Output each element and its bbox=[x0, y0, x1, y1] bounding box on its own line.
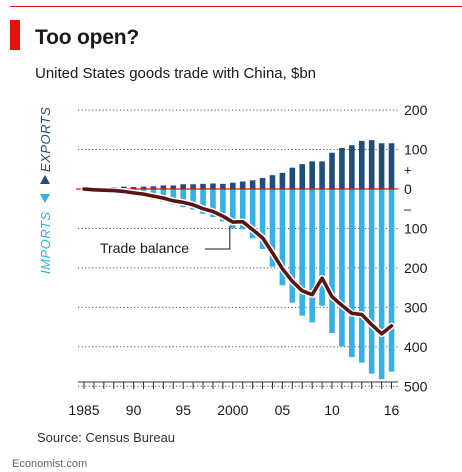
export-bar bbox=[299, 164, 306, 189]
import-bar bbox=[368, 189, 375, 374]
export-bar bbox=[160, 185, 167, 189]
y-tick-label: 200 bbox=[404, 102, 428, 118]
export-bar bbox=[170, 185, 177, 189]
red-tag bbox=[10, 20, 20, 50]
import-bar bbox=[279, 189, 286, 286]
import-bar bbox=[230, 189, 236, 229]
chart-title: Too open? bbox=[35, 26, 139, 49]
balance-label: Trade balance bbox=[100, 240, 189, 256]
export-bar bbox=[259, 177, 266, 189]
x-tick-label: 95 bbox=[175, 402, 191, 418]
export-bar bbox=[180, 184, 186, 189]
export-bar bbox=[378, 143, 385, 189]
x-tick-label: 10 bbox=[324, 402, 340, 418]
export-bar bbox=[239, 181, 246, 189]
bars bbox=[81, 140, 395, 380]
balance-line-halo bbox=[80, 185, 395, 338]
export-bar bbox=[140, 186, 147, 189]
export-bar bbox=[368, 140, 375, 189]
export-bar bbox=[339, 147, 345, 189]
y-tick-label: 0 bbox=[404, 181, 412, 197]
y-tick-label: 400 bbox=[404, 339, 428, 355]
import-bar bbox=[388, 189, 395, 372]
plus-sign: + bbox=[404, 162, 412, 177]
chart-subtitle: United States goods trade with China, $b… bbox=[35, 65, 317, 82]
minus-sign: – bbox=[404, 202, 412, 217]
x-tick-label: 90 bbox=[126, 402, 142, 418]
import-bar bbox=[269, 189, 276, 267]
y-tick-label: 100 bbox=[404, 142, 428, 158]
imports-label: IMPORTS bbox=[38, 212, 53, 275]
import-bar bbox=[220, 189, 226, 222]
balance-leader bbox=[205, 226, 231, 250]
export-bar bbox=[249, 180, 256, 189]
exports-label: EXPORTS bbox=[38, 107, 53, 172]
y-tick-label: 500 bbox=[404, 378, 428, 394]
x-tick-label: 1985 bbox=[68, 402, 99, 418]
export-bar bbox=[269, 175, 276, 189]
brand: Economist.com bbox=[12, 458, 88, 470]
import-bar bbox=[249, 189, 256, 239]
import-bar bbox=[309, 189, 315, 323]
y-tick-label: 100 bbox=[404, 220, 428, 236]
import-bar bbox=[289, 189, 296, 303]
export-bar bbox=[329, 152, 335, 189]
export-bar bbox=[130, 187, 137, 189]
import-bar bbox=[170, 189, 177, 205]
import-bar bbox=[200, 189, 206, 214]
import-bar bbox=[319, 189, 325, 306]
import-bar bbox=[190, 189, 196, 210]
export-bar bbox=[309, 161, 315, 189]
export-bar bbox=[319, 161, 325, 189]
imports-arrow-icon bbox=[40, 194, 50, 203]
y-tick-label: 200 bbox=[404, 260, 428, 276]
export-bar bbox=[358, 140, 365, 189]
export-bar bbox=[150, 186, 157, 189]
export-bar bbox=[200, 183, 206, 189]
balance-line bbox=[82, 187, 394, 336]
import-bar bbox=[180, 189, 186, 208]
export-bar bbox=[120, 186, 127, 189]
import-bar bbox=[329, 189, 335, 333]
y-axis-labels: 200 100 0 100 200 300 400 500 + – bbox=[404, 102, 428, 394]
x-tick-label: 16 bbox=[384, 402, 400, 418]
export-bar bbox=[220, 183, 226, 189]
export-bar bbox=[230, 182, 236, 189]
top-rule bbox=[10, 6, 462, 7]
x-tick-label: 05 bbox=[275, 402, 291, 418]
import-bar bbox=[349, 189, 355, 358]
export-bar bbox=[279, 172, 286, 189]
x-axis: 1985 90 95 2000 05 10 16 bbox=[68, 381, 400, 418]
export-bar bbox=[190, 184, 196, 189]
source-note: Source: Census Bureau bbox=[37, 430, 176, 445]
import-bar bbox=[299, 189, 306, 316]
export-bar bbox=[349, 145, 355, 189]
export-bar bbox=[210, 183, 216, 189]
import-bar bbox=[259, 189, 266, 249]
import-bar bbox=[210, 189, 216, 218]
exports-arrow-icon bbox=[40, 175, 50, 184]
export-bar bbox=[289, 167, 296, 189]
import-bar bbox=[358, 189, 365, 363]
import-bar bbox=[378, 189, 385, 380]
import-bar bbox=[339, 189, 345, 347]
y-tick-label: 300 bbox=[404, 299, 428, 315]
balance-line-group: Trade balance bbox=[80, 185, 395, 338]
export-bar bbox=[388, 143, 395, 189]
side-labels: EXPORTS IMPORTS bbox=[38, 107, 53, 274]
import-bar bbox=[239, 189, 246, 230]
x-tick-label: 2000 bbox=[217, 402, 248, 418]
